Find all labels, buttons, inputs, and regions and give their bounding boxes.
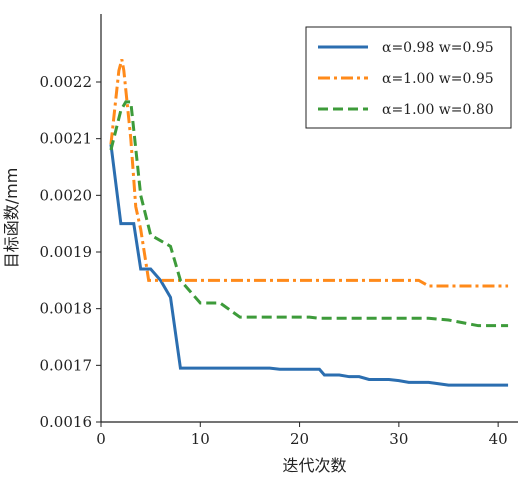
legend-label-2: α=1.00 w=0.95 — [382, 71, 494, 87]
y-tick-label: 0.0020 — [40, 186, 93, 204]
y-tick-label: 0.0022 — [40, 73, 93, 91]
x-tick-label: 10 — [191, 430, 210, 448]
y-tick-label: 0.0016 — [40, 413, 93, 431]
legend: α=0.98 w=0.95 α=1.00 w=0.95 α=1.00 w=0.80 — [305, 26, 512, 129]
y-tick-label: 0.0021 — [40, 130, 93, 148]
y-tick-label: 0.0017 — [40, 356, 93, 374]
series-line-1 — [109, 144, 509, 387]
series-line-3 — [109, 100, 509, 328]
x-tick-label: 30 — [389, 430, 408, 448]
series-line-2 — [109, 58, 509, 288]
x-tick-label: 40 — [489, 430, 508, 448]
legend-label-3: α=1.00 w=0.80 — [382, 102, 494, 118]
y-tick-label: 0.0019 — [40, 243, 93, 261]
x-axis-label: 迭代次数 — [282, 456, 346, 475]
ticks: 0 10 20 30 40 0.0016 0.0017 0.0018 0.0019 0.0020 0… — [40, 73, 508, 448]
x-tick-label: 20 — [290, 430, 309, 448]
y-tick-label: 0.0018 — [40, 300, 93, 318]
series-layer — [109, 58, 509, 387]
legend-label-1: α=0.98 w=0.95 — [382, 40, 494, 56]
x-tick-label: 0 — [96, 430, 106, 448]
y-axis-label: 目标函数/mm — [2, 168, 21, 269]
legend-box — [305, 26, 512, 129]
